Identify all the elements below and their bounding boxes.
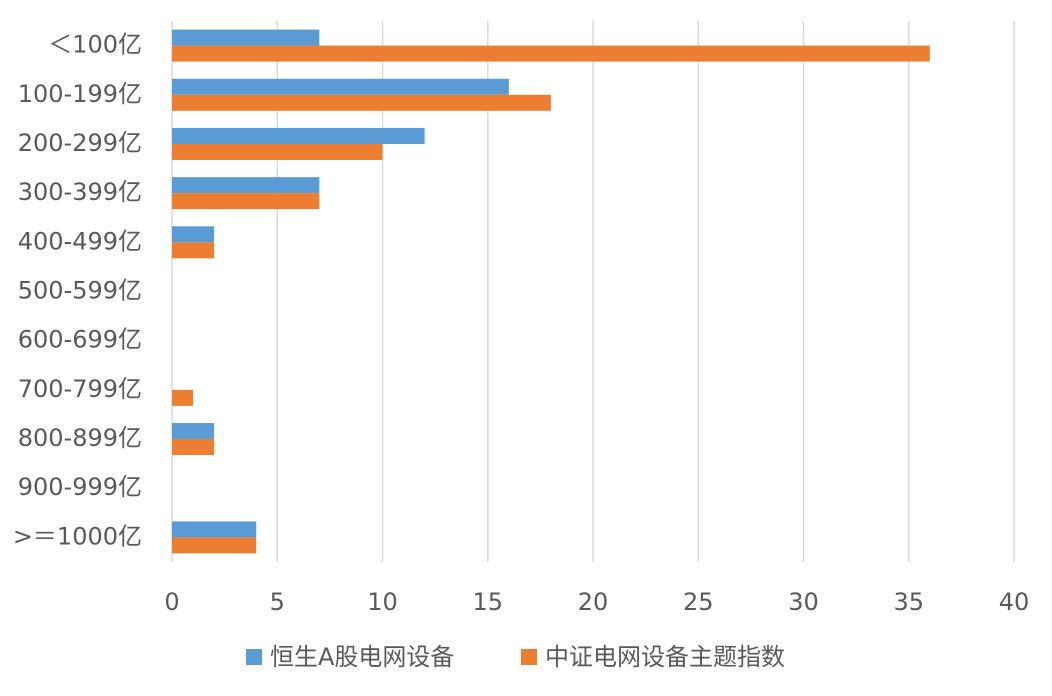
x-tick-label: 10: [367, 588, 398, 616]
bar: [172, 177, 320, 194]
y-tick-label: 600-699亿: [18, 326, 142, 354]
bar: [172, 94, 551, 111]
x-tick-label: 5: [270, 588, 285, 616]
bar: [172, 423, 215, 440]
legend-swatch: [246, 649, 262, 665]
x-tick-label: 20: [578, 588, 609, 616]
bar: [172, 143, 383, 160]
x-tick-label: 35: [893, 588, 924, 616]
y-tick-label: 400-499亿: [18, 227, 142, 255]
legend-label: 恒生A股电网设备: [270, 643, 454, 671]
y-tick-label: 800-899亿: [18, 424, 142, 452]
bar: [172, 521, 257, 538]
y-tick-label: 700-799亿: [18, 375, 142, 403]
bar: [172, 537, 257, 554]
x-tick-label: 25: [683, 588, 714, 616]
legend-swatch: [521, 649, 537, 665]
bar: [172, 193, 320, 210]
x-tick-label: 40: [999, 588, 1030, 616]
y-tick-label: 500-599亿: [18, 277, 142, 305]
x-tick-label: 30: [788, 588, 819, 616]
x-tick-label: 15: [472, 588, 503, 616]
y-tick-label: >＝1000亿: [13, 522, 142, 550]
y-tick-label: 900-999亿: [18, 473, 142, 501]
legend-label: 中证电网设备主题指数: [545, 643, 785, 671]
bar: [172, 389, 194, 406]
y-tick-label: 200-299亿: [18, 129, 142, 157]
bar: [172, 439, 215, 456]
bar: [172, 127, 425, 144]
x-tick-label: 0: [164, 588, 179, 616]
bar: [172, 45, 930, 62]
bar: [172, 29, 320, 46]
y-tick-label: 300-399亿: [18, 178, 142, 206]
bar: [172, 242, 215, 259]
bar: [172, 226, 215, 243]
y-tick-label: ＜100亿: [48, 31, 142, 59]
bar: [172, 78, 509, 95]
y-tick-label: 100-199亿: [18, 80, 142, 108]
